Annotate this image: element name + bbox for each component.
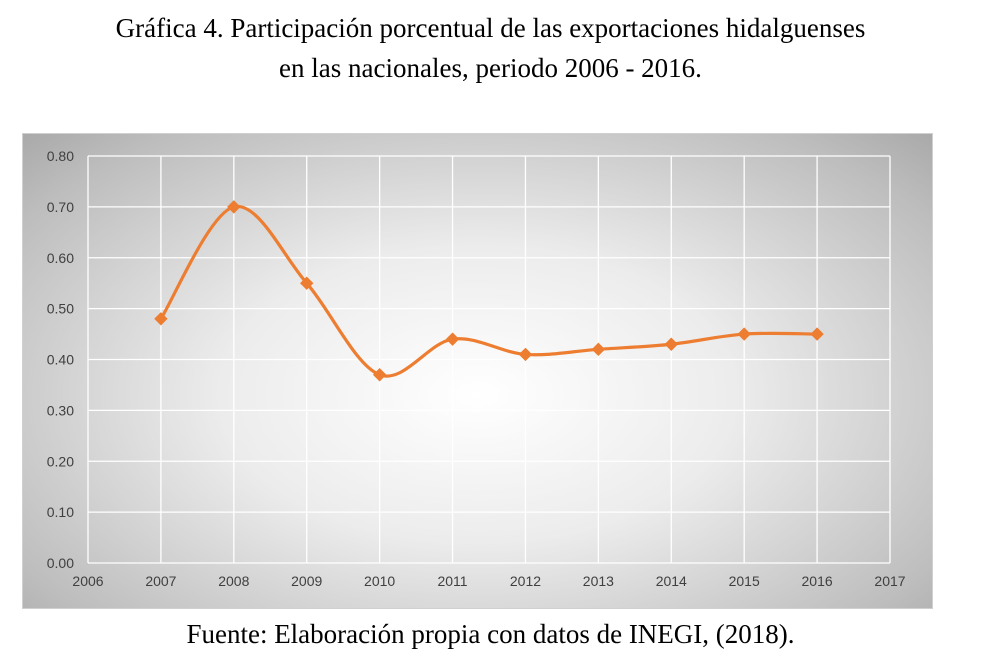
data-point-2015 xyxy=(737,327,751,341)
y-tick-label: 0.10 xyxy=(47,504,74,520)
y-tick-label: 0.40 xyxy=(47,352,74,368)
y-tick-label: 0.30 xyxy=(47,402,74,418)
series-line xyxy=(159,204,819,378)
data-point-2013 xyxy=(591,342,606,357)
chart-area: 0.00 0.10 0.20 0.30 0.40 0.50 0.60 0.70 0.80 2006… xyxy=(22,133,933,609)
data-point-2010 xyxy=(372,368,387,382)
data-point-2014 xyxy=(664,337,678,351)
x-tick-label: 2012 xyxy=(510,573,541,589)
x-tick-label: 2017 xyxy=(874,573,905,589)
chart-title-line-2: en las nacionales, periodo 2006 - 2016. xyxy=(279,53,702,83)
data-point-2011 xyxy=(445,332,460,346)
x-tick-label: 2014 xyxy=(656,573,687,589)
x-tick-label: 2015 xyxy=(729,573,760,589)
x-tick-label: 2011 xyxy=(437,573,467,589)
chart-source: Fuente: Elaboración propia con datos de … xyxy=(186,619,795,649)
y-tick-label: 0.80 xyxy=(47,148,74,164)
x-tick-label: 2008 xyxy=(218,573,249,589)
y-tick-label: 0.20 xyxy=(47,453,74,469)
line-chart: 0.00 0.10 0.20 0.30 0.40 0.50 0.60 0.70 0.80 2006… xyxy=(47,148,906,589)
x-tick-label: 2010 xyxy=(364,573,395,589)
data-point-2008 xyxy=(227,200,241,214)
x-tick-label: 2013 xyxy=(583,573,614,589)
data-point-2007 xyxy=(154,312,168,326)
y-tick-label: 0.70 xyxy=(47,199,74,215)
chart-title: Gráfica 4. Participación porcentual de l… xyxy=(0,8,981,88)
x-tick-label: 2009 xyxy=(291,573,322,589)
data-point-2016 xyxy=(810,327,824,341)
chart-title-line-1: Gráfica 4. Participación porcentual de l… xyxy=(115,13,866,43)
x-tick-label: 2016 xyxy=(802,573,833,589)
y-tick-label: 0.50 xyxy=(47,301,74,317)
x-tick-label: 2007 xyxy=(145,573,176,589)
data-point-2012 xyxy=(518,347,533,362)
x-tick-label: 2006 xyxy=(72,573,103,589)
data-point-2009 xyxy=(300,276,314,290)
y-tick-label: 0.00 xyxy=(47,555,74,571)
y-tick-label: 0.60 xyxy=(47,250,74,266)
